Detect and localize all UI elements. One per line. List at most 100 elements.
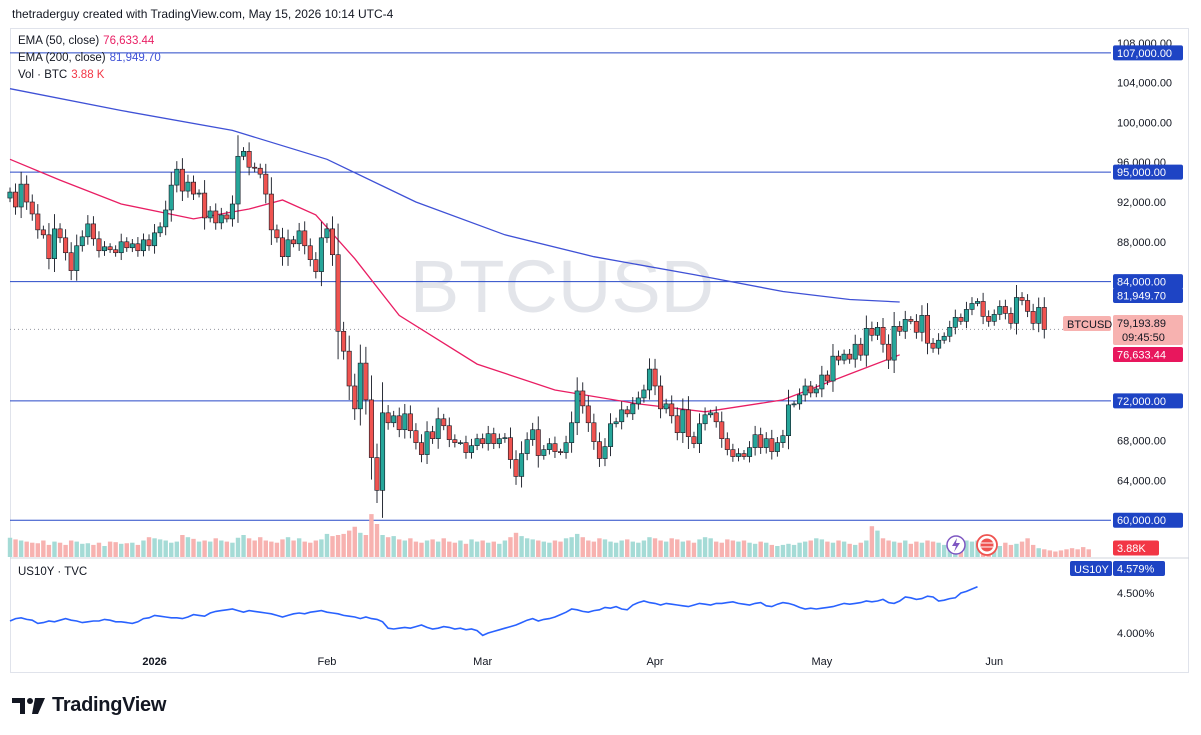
- volume-bar: [558, 541, 563, 557]
- volume-bar: [1053, 551, 1058, 557]
- volume-tag: 3.88K: [1117, 543, 1146, 555]
- candle-body: [697, 423, 703, 444]
- candle-body: [680, 409, 686, 434]
- legend-ema50-value: 76,633.44: [103, 35, 155, 47]
- volume-bar: [269, 541, 274, 557]
- legend-volume[interactable]: Vol · BTC 3.88 K: [18, 69, 104, 81]
- candle-body: [1030, 311, 1036, 324]
- volume-bar: [936, 542, 941, 557]
- candle-body: [519, 453, 525, 477]
- candle-body: [1008, 313, 1014, 324]
- volume-bar: [969, 541, 975, 557]
- candle-body: [168, 184, 174, 211]
- candle-body: [257, 167, 263, 175]
- volume-bar: [764, 542, 769, 557]
- candle-body: [596, 441, 602, 459]
- candle-body: [863, 328, 869, 356]
- ema50-tag-bg: [1113, 347, 1183, 362]
- candle-body: [202, 192, 208, 219]
- candle-body: [357, 362, 363, 410]
- volume-bar: [897, 542, 902, 557]
- candle-body: [652, 368, 658, 387]
- price-tick-label: 92,000.00: [1117, 197, 1166, 209]
- legend-volume-label: Vol · BTC: [18, 69, 68, 81]
- candle-body: [735, 453, 741, 457]
- candle-body: [252, 166, 258, 169]
- candle-body: [391, 415, 397, 424]
- us-flag-icon: [980, 538, 994, 552]
- candle-body: [930, 342, 936, 349]
- time-axis[interactable]: 2026 Feb Mar Apr May Jun: [142, 656, 1003, 668]
- volume-bar: [313, 540, 319, 557]
- candle-body: [207, 210, 213, 219]
- volume-bar: [853, 544, 858, 557]
- candle-body: [535, 429, 541, 456]
- price-tick-label: 88,000.00: [1117, 237, 1166, 249]
- candle-body: [975, 301, 981, 304]
- volume-bar: [914, 541, 919, 557]
- volume-bar: [441, 538, 446, 557]
- volume-bar: [258, 537, 263, 557]
- volume-bar: [647, 537, 652, 557]
- volume-bar: [308, 542, 313, 557]
- legend-ema50[interactable]: EMA (50, close) 76,633.44: [18, 35, 154, 47]
- legend-us10y[interactable]: US10Y · TVC: [18, 566, 87, 578]
- price-tag-bg: [1113, 315, 1183, 345]
- volume-bar: [402, 540, 408, 557]
- volume-bar: [786, 543, 791, 557]
- candle-body: [418, 442, 424, 455]
- candle-body: [352, 385, 358, 410]
- volume-bar: [1064, 549, 1069, 557]
- volume-bar: [1036, 548, 1041, 557]
- candle-body: [1002, 306, 1008, 314]
- candle-body: [913, 321, 919, 333]
- candle-body: [730, 449, 736, 457]
- time-axis-label: Jun: [985, 656, 1003, 668]
- candle-body: [35, 213, 41, 231]
- candle-body: [685, 409, 691, 437]
- candle-body: [407, 413, 413, 432]
- volume-bar: [196, 541, 202, 557]
- candle-body: [769, 438, 775, 452]
- volume-bar: [35, 543, 41, 557]
- us10y-value-tag-bg: [1113, 561, 1165, 576]
- volume-bar: [652, 538, 658, 557]
- level-tag: 60,000.00: [1117, 515, 1166, 527]
- volume-bar: [296, 538, 302, 557]
- ema50-tag: 76,633.44: [1117, 350, 1166, 362]
- volume-bar: [46, 544, 52, 557]
- level-tag: 84,000.00: [1117, 277, 1166, 289]
- candle-body: [235, 155, 241, 205]
- event-icons[interactable]: [946, 534, 998, 556]
- volume-bar: [747, 542, 752, 557]
- volume-bar: [463, 543, 469, 557]
- legend-ema200[interactable]: EMA (200, close) 81,949.70: [18, 52, 161, 64]
- candle-body: [246, 151, 252, 168]
- candle-body: [513, 459, 519, 477]
- candle-body: [758, 434, 764, 448]
- candle-body: [546, 443, 552, 450]
- volume-bar: [730, 540, 736, 557]
- candle-body: [24, 183, 30, 203]
- us10y-symbol-tag-bg: [1070, 561, 1112, 576]
- price-tick-label: 104,000.00: [1117, 78, 1172, 90]
- volume-bar: [107, 541, 113, 557]
- candle-body: [318, 237, 324, 272]
- volume-bar: [380, 535, 385, 557]
- volume-bar: [497, 543, 502, 557]
- volume-bar: [547, 542, 552, 557]
- price-tick-label: 68,000.00: [1117, 436, 1166, 448]
- candle-body: [413, 430, 419, 443]
- candle-body: [296, 230, 302, 245]
- candle-body: [96, 238, 102, 252]
- volume-bar: [1030, 544, 1036, 557]
- candle-body: [263, 173, 269, 195]
- candle-body: [891, 326, 897, 361]
- volume-bar: [563, 538, 569, 557]
- candle-body: [40, 229, 46, 236]
- tradingview-logo[interactable]: TradingView: [12, 694, 166, 717]
- candle-body: [385, 412, 391, 424]
- volume-bar: [157, 539, 163, 557]
- candle-body: [1025, 300, 1031, 312]
